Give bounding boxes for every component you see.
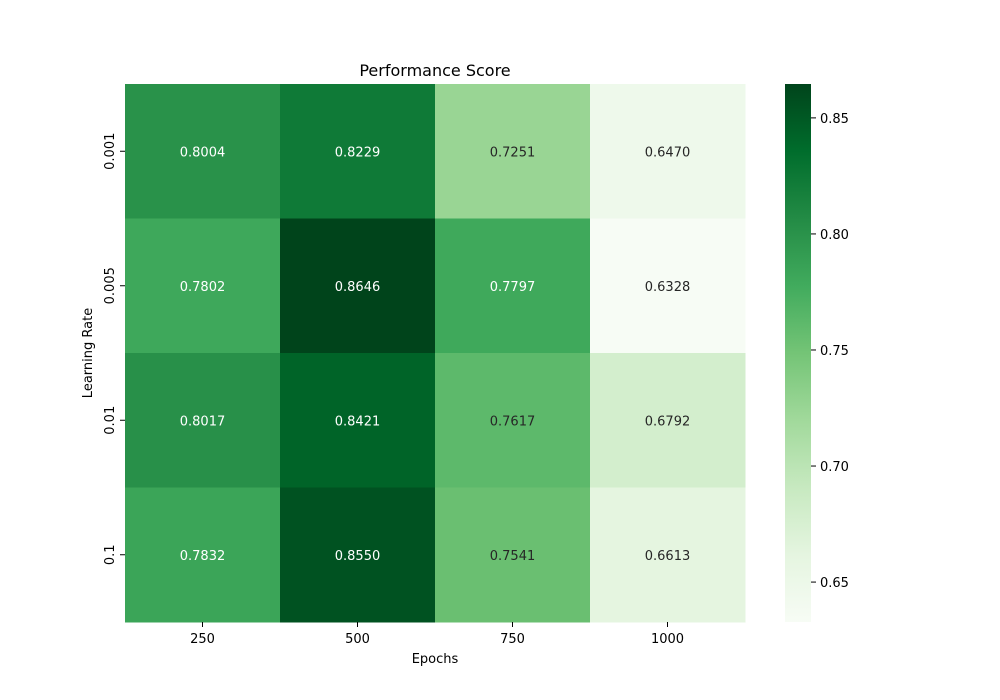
x-axis-ticks: 250 500 750 1000: [190, 622, 684, 647]
x-axis-label: Epochs: [412, 652, 459, 667]
y-tick-label: 0.01: [103, 406, 118, 435]
cell-value-label: 0.6792: [645, 414, 691, 429]
cell-value-label: 0.7541: [490, 549, 536, 564]
heatmap-cell: [435, 353, 591, 488]
colorbar-tick-label: 0.70: [820, 460, 849, 475]
heatmap-cell-labels: 0.8004 0.8229 0.7251 0.6470 0.7802 0.8646 0.77…: [180, 145, 691, 564]
colorbar-ticks: 0.65 0.70 0.75 0.80 0.85: [811, 112, 849, 591]
cell-value-label: 0.7832: [180, 549, 226, 564]
cell-value-label: 0.7251: [490, 145, 536, 160]
heatmap-cell: [590, 487, 746, 623]
y-tick-label: 0.001: [103, 133, 118, 170]
x-tick-label: 250: [190, 632, 215, 647]
cell-value-label: 0.8229: [335, 145, 381, 160]
heatmap-cell: [280, 353, 436, 488]
y-tick-label: 0.005: [103, 267, 118, 304]
heatmap-cell: [125, 84, 281, 219]
heatmap-cell: [435, 487, 591, 623]
heatmap-cell: [280, 487, 436, 623]
chart-title: Performance Score: [359, 61, 510, 80]
x-tick-label: 1000: [651, 632, 684, 647]
heatmap-cell: [590, 218, 746, 354]
heatmap-cell: [435, 218, 591, 354]
cell-value-label: 0.8004: [180, 145, 226, 160]
heatmap-cell: [280, 84, 436, 219]
x-tick-label: 500: [345, 632, 370, 647]
x-tick-label: 750: [500, 632, 525, 647]
y-axis-label: Learning Rate: [81, 308, 96, 398]
cell-value-label: 0.6328: [645, 280, 691, 295]
cell-value-label: 0.7617: [490, 414, 536, 429]
colorbar: [785, 84, 811, 622]
cell-value-label: 0.8550: [335, 549, 381, 564]
heatmap-cell: [125, 353, 281, 488]
cell-value-label: 0.8421: [335, 414, 381, 429]
cell-value-label: 0.7797: [490, 280, 536, 295]
heatmap-cell: [590, 84, 746, 219]
heatmap-cell: [125, 218, 281, 354]
cell-value-label: 0.6470: [645, 145, 691, 160]
cell-value-label: 0.8017: [180, 414, 226, 429]
heatmap-cells: [125, 84, 746, 623]
y-axis-ticks: 0.001 0.005 0.01 0.1: [103, 133, 125, 565]
heatmap-cell: [435, 84, 591, 219]
cell-value-label: 0.8646: [335, 280, 381, 295]
heatmap-cell: [590, 353, 746, 488]
colorbar-tick-label: 0.80: [820, 228, 849, 243]
colorbar-tick-label: 0.65: [820, 576, 849, 591]
y-tick-label: 0.1: [103, 544, 118, 565]
colorbar-tick-label: 0.75: [820, 344, 849, 359]
heatmap-cell: [280, 218, 436, 354]
cell-value-label: 0.6613: [645, 549, 691, 564]
colorbar-tick-label: 0.85: [820, 112, 849, 127]
cell-value-label: 0.7802: [180, 280, 226, 295]
heatmap-cell: [125, 487, 281, 623]
